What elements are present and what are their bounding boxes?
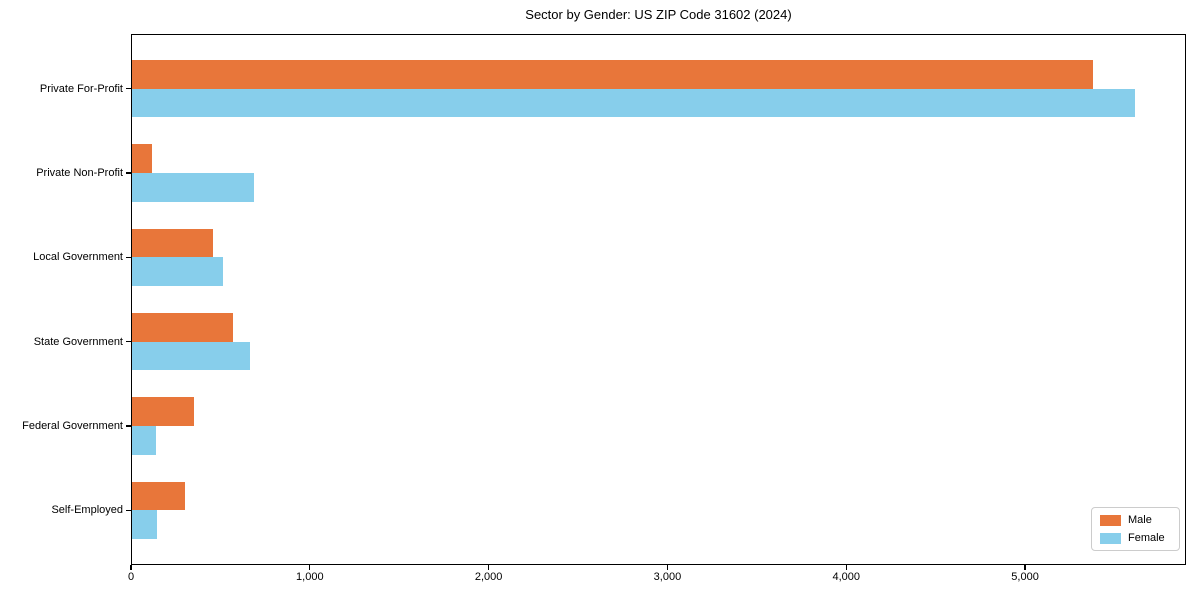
x-tick-label-2000: 2,000: [474, 571, 503, 583]
x-tick-label-4000: 4,000: [832, 571, 861, 583]
y-tick-mark: [126, 172, 131, 174]
bar-female-private-for-profit: [131, 88, 1136, 118]
y-tick-mark: [126, 425, 131, 427]
x-tick-mark: [845, 565, 847, 570]
legend-label-female: Female: [1128, 532, 1165, 544]
x-tick-label-3000: 3,000: [653, 571, 682, 583]
legend-item-female: Female: [1100, 532, 1171, 544]
legend-label-male: Male: [1128, 514, 1152, 526]
legend-swatch-female: [1100, 532, 1121, 544]
bar-male-state-government: [131, 312, 233, 342]
x-tick-label-5000: 5,000: [1011, 571, 1039, 583]
bar-male-local-government: [131, 228, 214, 258]
y-tick-mark: [126, 256, 131, 258]
bar-male-self-employed: [131, 481, 185, 511]
x-tick-mark: [666, 565, 669, 570]
y-tick-mark: [126, 88, 131, 90]
bar-female-federal-government: [131, 425, 157, 455]
y-tick-mark: [126, 509, 131, 511]
legend-item-male: Male: [1100, 514, 1171, 526]
x-tick-mark: [1024, 565, 1026, 570]
y-tick-label-private-non-profit: Private Non-Profit: [36, 167, 123, 180]
y-tick-mark: [126, 341, 131, 343]
bar-male-private-non-profit: [131, 144, 153, 174]
x-tick-mark: [309, 565, 311, 570]
y-tick-label-federal-government: Federal Government: [22, 419, 123, 432]
legend-swatch-male: [1100, 514, 1121, 526]
x-tick-mark: [130, 565, 132, 570]
y-tick-label-private-for-profit: Private For-Profit: [39, 82, 123, 95]
x-tick-mark: [488, 565, 490, 570]
x-tick-label-0: 0: [127, 571, 135, 583]
bar-female-local-government: [131, 257, 224, 286]
x-tick-label-1000: 1,000: [296, 571, 324, 583]
bar-female-self-employed: [131, 510, 157, 539]
chart-title: Sector by Gender: US ZIP Code 31602 (202…: [525, 7, 792, 22]
y-tick-label-state-government: State Government: [33, 335, 123, 348]
bar-male-federal-government: [131, 397, 195, 426]
y-tick-label-self-employed: Self-Employed: [51, 504, 123, 517]
y-tick-label-local-government: Local Government: [33, 251, 123, 264]
bar-male-private-for-profit: [131, 60, 1094, 89]
legend: Male Female: [1091, 507, 1180, 551]
plot-area: [131, 34, 1186, 565]
bar-female-private-non-profit: [131, 173, 255, 202]
bar-female-state-government: [131, 341, 250, 371]
